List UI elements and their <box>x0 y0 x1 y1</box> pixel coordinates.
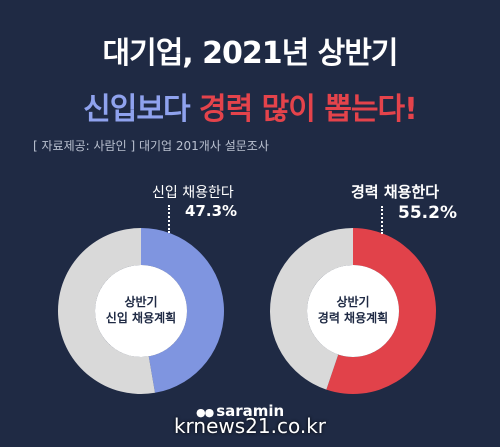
leader-line-experienced <box>381 206 383 234</box>
donut-chart-newcomer <box>57 227 224 395</box>
donut-slice-selected <box>141 228 224 393</box>
donut-slice-remainder <box>270 228 353 390</box>
donut-center-line2: 신입 채용계획 <box>105 311 177 325</box>
donut-center-line1: 상반기 <box>336 295 370 309</box>
donut-center-label-newcomer: 상반기 신입 채용계획 <box>81 294 201 326</box>
donut-hole <box>95 265 187 357</box>
value-label-newcomer: 47.3% <box>185 202 238 220</box>
donut-slice-selected <box>326 228 436 394</box>
series-label-newcomer: 신입 채용한다 <box>152 185 234 201</box>
value-label-experienced: 55.2% <box>398 203 457 223</box>
source-description: 대기업 201개사 설문조사 <box>138 139 269 153</box>
leader-line-newcomer <box>168 205 170 233</box>
donut-center-line1: 상반기 <box>124 295 158 309</box>
subtitle-part-experienced: 경력 많이 뽑는다! <box>199 92 418 127</box>
donut-center-line2: 경력 채용계획 <box>317 311 389 325</box>
donut-chart-experienced <box>270 228 436 394</box>
saramin-logo: ●● saramin <box>196 402 284 420</box>
logo-dots-icon: ●● <box>196 406 214 419</box>
donut-center-label-experienced: 상반기 경력 채용계획 <box>293 294 413 326</box>
subtitle-part-newcomer: 신입보다 <box>83 92 190 127</box>
page-subtitle: 신입보다 경력 많이 뽑는다! <box>0 84 500 128</box>
page-title: 대기업, 2021년 상반기 <box>102 36 399 71</box>
logo-text: saramin <box>216 402 285 420</box>
series-label-experienced: 경력 채용한다 <box>351 183 440 201</box>
source-label: [ 자료제공: 사람인 ] <box>33 139 136 153</box>
watermark: krnews21.co.kr <box>173 414 327 438</box>
donut-slice-remainder <box>57 227 156 395</box>
source-line: [ 자료제공: 사람인 ] 대기업 201개사 설문조사 <box>33 137 269 154</box>
donut-hole <box>307 265 399 357</box>
